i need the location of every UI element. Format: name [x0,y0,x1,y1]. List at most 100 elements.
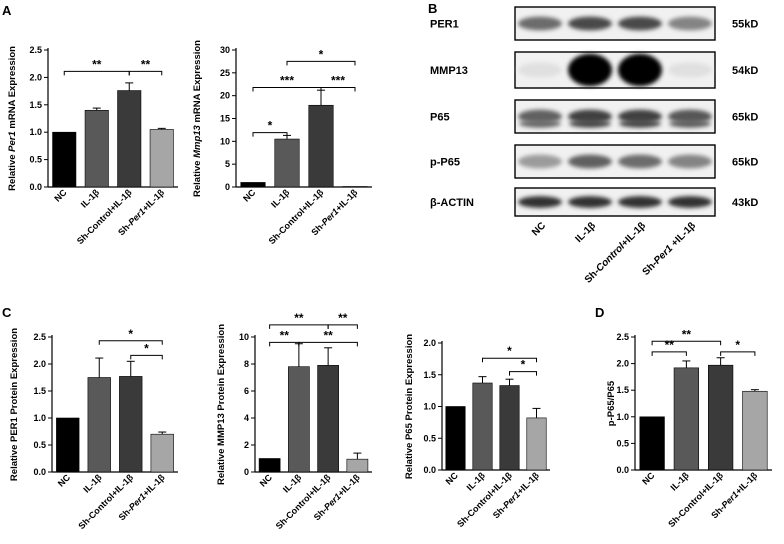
significance-label: * [144,341,149,355]
significance-bracket [286,60,356,66]
significance-label: ** [294,311,304,325]
bar [526,417,547,471]
mmp13-protein-chart: 0 2 4 6 8 10 Relative MMP13 Protein Expression… [216,311,372,531]
blot-band [568,196,612,208]
blot-band [618,154,662,169]
significance-label: ** [92,57,102,71]
blot-band [668,62,712,78]
y-tick-label: 0.5 [29,155,42,165]
y-tick-label: 0.0 [616,465,629,475]
x-category-label: NC [444,470,461,487]
bar [240,182,266,188]
y-tick-label: 0.0 [423,465,436,475]
blot-band [668,196,712,208]
significance-bracket [327,324,358,329]
x-category-label: NC [241,187,258,204]
y-axis-label: Relative Mmp13 mRNA Expression [192,40,203,197]
y-tick-label: 2 [244,440,249,450]
significance-label: ** [682,327,692,341]
significance-bracket [482,357,537,363]
per1-mrna-chart: 0.0 0.5 1.0 1.5 2.0 2.5 Relative Per1 mRNA Exp… [7,45,178,246]
bar [317,365,339,473]
mmp13-mrna-chart: 0 5 10 15 20 25 30 Relative Mmp13 mRNA Expressi… [192,40,372,246]
blot-lane-label: NC [530,220,548,238]
significance-label: ** [665,338,675,352]
significance-bracket [651,340,722,346]
y-axis-label: Relative Per1 mRNA Expression [7,46,18,191]
bar [707,364,734,471]
blot-band [518,196,562,208]
blot-protein-label: PER1 [430,19,459,31]
y-tick-label: 4 [244,413,249,423]
bar [342,186,368,188]
panel-letter-d: D [595,305,604,320]
bar [149,129,174,188]
y-tick-label: 10 [220,136,230,146]
bar [119,376,143,473]
blot-band [618,196,662,208]
y-tick-label: 0 [225,182,230,192]
bar [472,382,493,471]
significance-bracket [509,371,537,376]
bar [742,390,768,471]
blot-band [568,109,612,124]
y-axis-label: Relative MMP13 Protein Expression [216,324,227,485]
blot-protein-label: P65 [430,112,450,124]
significance-label: * [268,119,273,133]
bar [288,366,310,473]
x-category-label: IL-1β [465,470,488,493]
bar [84,109,109,188]
y-tick-label: 1.5 [29,100,42,110]
blot-band [518,154,562,169]
bar [639,416,665,471]
y-tick-label: 2.5 [616,332,629,342]
blot-band [568,53,612,87]
y-tick-label: 0.5 [423,433,436,443]
blot-size-label: 65kD [732,157,758,169]
significance-label: * [128,327,133,341]
y-tick-label: 15 [220,114,230,124]
bar [52,131,77,188]
blot-band [618,16,662,31]
y-tick-label: 0.5 [616,438,629,448]
significance-bracket [269,324,329,329]
y-axis-label: Relative P65 Protein Expression [404,334,415,479]
blot-protein-label: MMP13 [430,65,468,77]
blot-lane-label: IL-1β [573,220,598,245]
bar [346,458,369,473]
blot-band [569,119,611,128]
significance-label: ** [338,311,348,325]
significance-label: *** [331,73,345,87]
y-tick-label: 6 [244,386,249,396]
blot-band [618,53,662,87]
y-tick-label: 2.5 [29,45,42,55]
significance-bracket [98,340,163,345]
significance-label: ** [280,328,290,342]
blot-protein-label: p-P65 [430,157,460,169]
blot-band [568,16,612,31]
blot-size-label: 55kD [732,19,758,31]
significance-bracket [269,341,300,347]
y-tick-label: 20 [220,91,230,101]
significance-label: ** [323,328,333,342]
blot-band [618,109,662,124]
per1-protein-chart: 0.0 0.5 1.0 1.5 2.0 2.5 Relative PER1 Protein … [9,327,178,531]
x-category-label: NC [52,187,69,204]
y-tick-label: 0.5 [33,440,46,450]
x-category-label: IL-1β [669,470,692,493]
blot-size-label: 65kD [732,112,758,124]
y-tick-label: 2.0 [33,359,46,369]
bar [274,138,300,188]
y-tick-label: 0.0 [29,182,42,192]
y-tick-label: 2.5 [33,332,46,342]
x-category-label: IL-1β [269,187,292,210]
x-category-label: IL-1β [79,187,102,210]
bar [150,433,174,473]
significance-label: * [507,344,512,358]
y-tick-label: 5 [225,159,230,169]
y-tick-label: 0.0 [33,467,46,477]
bar [308,104,334,188]
significance-bracket [252,86,322,92]
x-category-label: IL-1β [81,472,104,495]
